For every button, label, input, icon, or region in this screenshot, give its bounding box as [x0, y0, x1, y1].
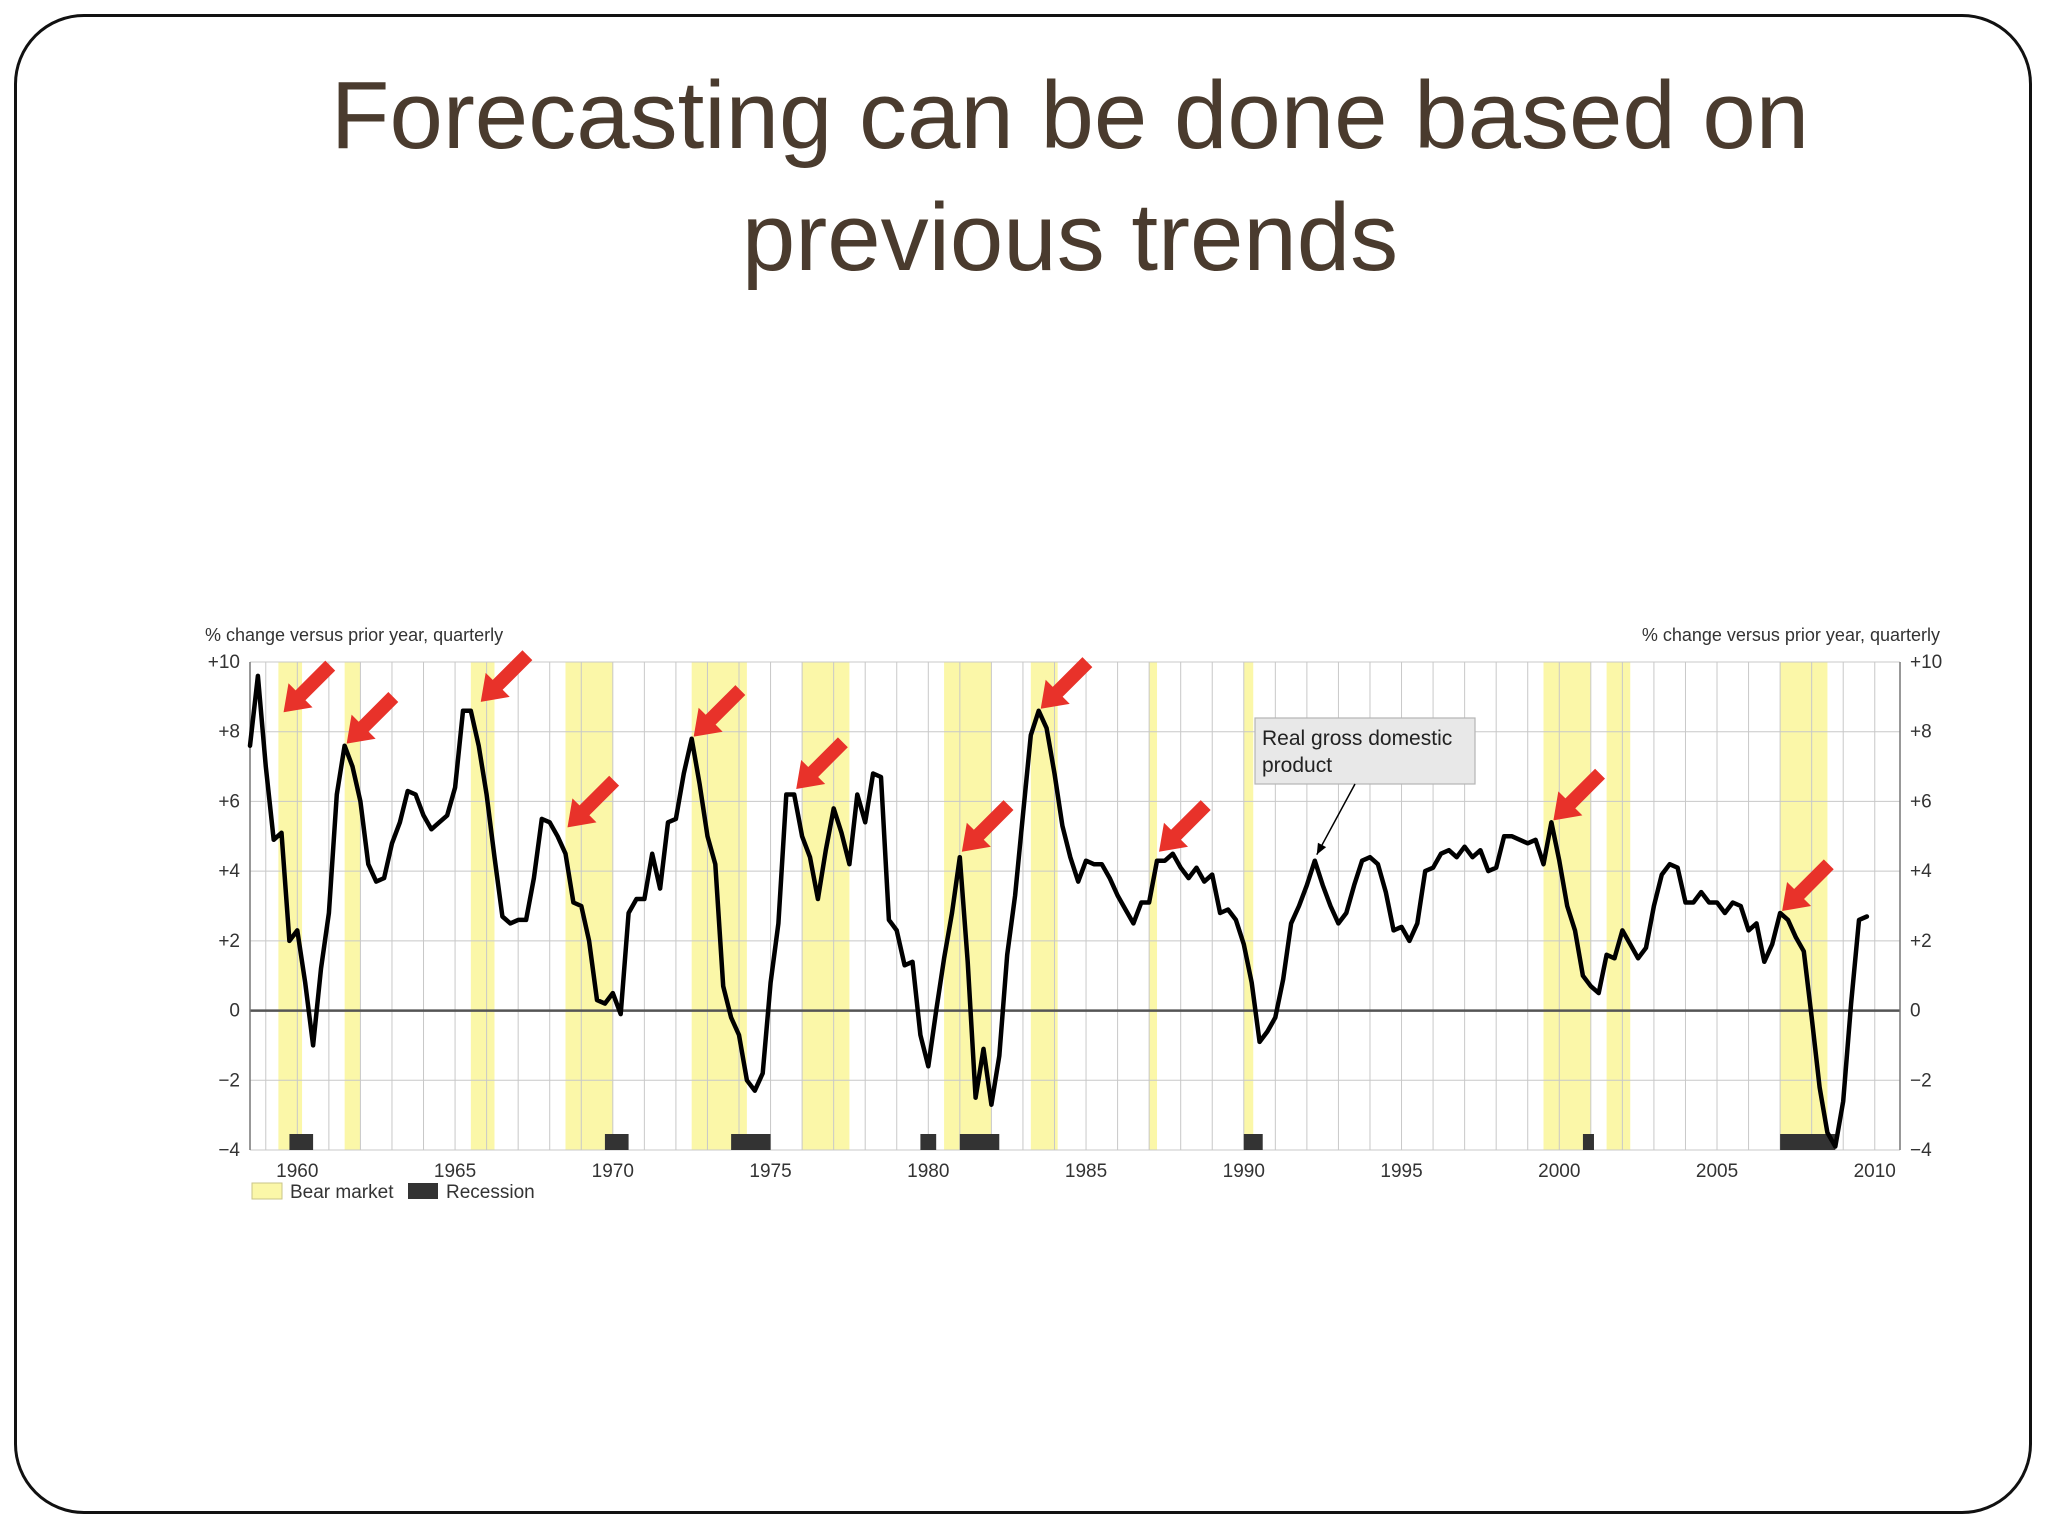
highlight-arrow-shape: [480, 650, 533, 702]
bear-market-band: [1243, 662, 1254, 1150]
callout-label-line1: Real gross domestic: [1262, 727, 1452, 750]
x-tick-label: 1995: [1380, 1161, 1422, 1182]
x-tick-label: 1990: [1223, 1161, 1265, 1182]
highlight-arrow-shape: [283, 660, 336, 713]
highlight-arrow: [693, 685, 746, 737]
y-unit-label-right: % change versus prior year, quarterly: [1642, 625, 1940, 645]
y-tick-label-left: +4: [218, 861, 240, 882]
legend-swatch-recession: [408, 1183, 438, 1199]
highlight-arrow-shape: [796, 737, 848, 789]
highlight-arrow: [1553, 768, 1606, 821]
gdp-series: [247, 673, 1870, 1149]
bear-market-bands: [278, 662, 1828, 1150]
bear-market-band: [1606, 662, 1631, 1150]
recession-bar: [1243, 1134, 1263, 1150]
y-tick-label-right: +4: [1910, 861, 1932, 882]
x-tick-label: 1965: [434, 1161, 476, 1182]
callout-box: [1254, 717, 1476, 785]
bear-market-band: [1149, 662, 1158, 1150]
highlight-arrow: [346, 692, 399, 744]
y-unit-label-left: % change versus prior year, quarterly: [205, 625, 503, 645]
recession-bars: [289, 1134, 1836, 1150]
callout-leader-head: [1316, 842, 1327, 855]
highlight-arrow-shape: [693, 685, 746, 737]
recession-bar: [920, 1134, 937, 1150]
y-tick-label-right: −2: [1910, 1070, 1932, 1091]
gdp-callout: Real gross domestic product: [1254, 717, 1476, 856]
recession-bar: [959, 1134, 1000, 1150]
x-tick-label: 1975: [749, 1161, 791, 1182]
y-tick-label-right: 0: [1910, 1001, 1921, 1022]
legend-swatch-bear-market: [251, 1182, 283, 1200]
highlight-arrow: [796, 737, 848, 789]
recession-bar: [731, 1134, 771, 1150]
x-tick-label: 1960: [276, 1161, 318, 1182]
highlight-arrow-shape: [961, 800, 1014, 852]
highlight-arrow-shape: [1782, 859, 1834, 911]
axis-labels: −4 −4 −2 −2 0 0 +2 +2 +4 +4 +6 +6 +8 +8 +10 +10 1960 1965…: [205, 625, 1942, 1182]
x-tick-label: 2010: [1854, 1161, 1896, 1182]
y-tick-label-left: +10: [208, 652, 240, 673]
bear-market-band: [802, 662, 850, 1150]
highlight-arrows: [283, 650, 1834, 911]
highlight-arrow-shape: [1553, 768, 1606, 821]
y-tick-label-left: +8: [218, 722, 240, 743]
legend-label-bear-market: Bear market: [290, 1182, 394, 1203]
chart-legend: Bear market Recession: [251, 1182, 535, 1203]
y-tick-label-left: +2: [218, 931, 240, 952]
slide-title: Forecasting can be done based on previou…: [330, 62, 1810, 291]
recession-bar: [1582, 1134, 1594, 1150]
x-tick-label: 1985: [1065, 1161, 1107, 1182]
callout-leader: [1316, 783, 1356, 856]
y-tick-label-right: +8: [1910, 722, 1932, 743]
x-tick-label: 1970: [592, 1161, 634, 1182]
highlight-arrow: [1040, 657, 1093, 709]
x-tick-label: 2000: [1538, 1161, 1580, 1182]
callout-label-line2: product: [1262, 754, 1332, 777]
y-tick-label-left: 0: [229, 1001, 240, 1022]
bear-market-band: [565, 662, 613, 1150]
y-tick-label-right: +6: [1910, 791, 1932, 812]
legend-label-recession: Recession: [446, 1182, 535, 1203]
recession-bar: [289, 1134, 314, 1150]
highlight-arrow-shape: [346, 692, 399, 744]
x-tick-label: 1980: [907, 1161, 949, 1182]
highlight-arrow-shape: [567, 775, 620, 828]
highlight-arrow: [283, 660, 336, 713]
bear-market-band: [278, 662, 303, 1150]
bear-market-band: [470, 662, 495, 1150]
highlight-arrow: [567, 775, 620, 828]
y-tick-label-right: +2: [1910, 931, 1932, 952]
recession-bar: [1780, 1134, 1836, 1150]
y-tick-label-right: +10: [1910, 652, 1942, 673]
highlight-arrow: [1159, 800, 1211, 852]
y-tick-label-right: −4: [1910, 1140, 1932, 1161]
highlight-arrow-shape: [1159, 800, 1211, 852]
recession-bar: [604, 1134, 629, 1150]
highlight-arrow: [1782, 859, 1834, 911]
x-tick-label: 2005: [1696, 1161, 1738, 1182]
highlight-arrow: [480, 650, 533, 702]
gdp-line: [247, 673, 1870, 1149]
bear-market-band: [1030, 662, 1058, 1150]
highlight-arrow: [961, 800, 1014, 852]
y-tick-label-left: −4: [218, 1140, 240, 1161]
y-tick-label-left: −2: [218, 1070, 240, 1091]
y-tick-label-left: +6: [218, 791, 240, 812]
highlight-arrow-shape: [1040, 657, 1093, 709]
